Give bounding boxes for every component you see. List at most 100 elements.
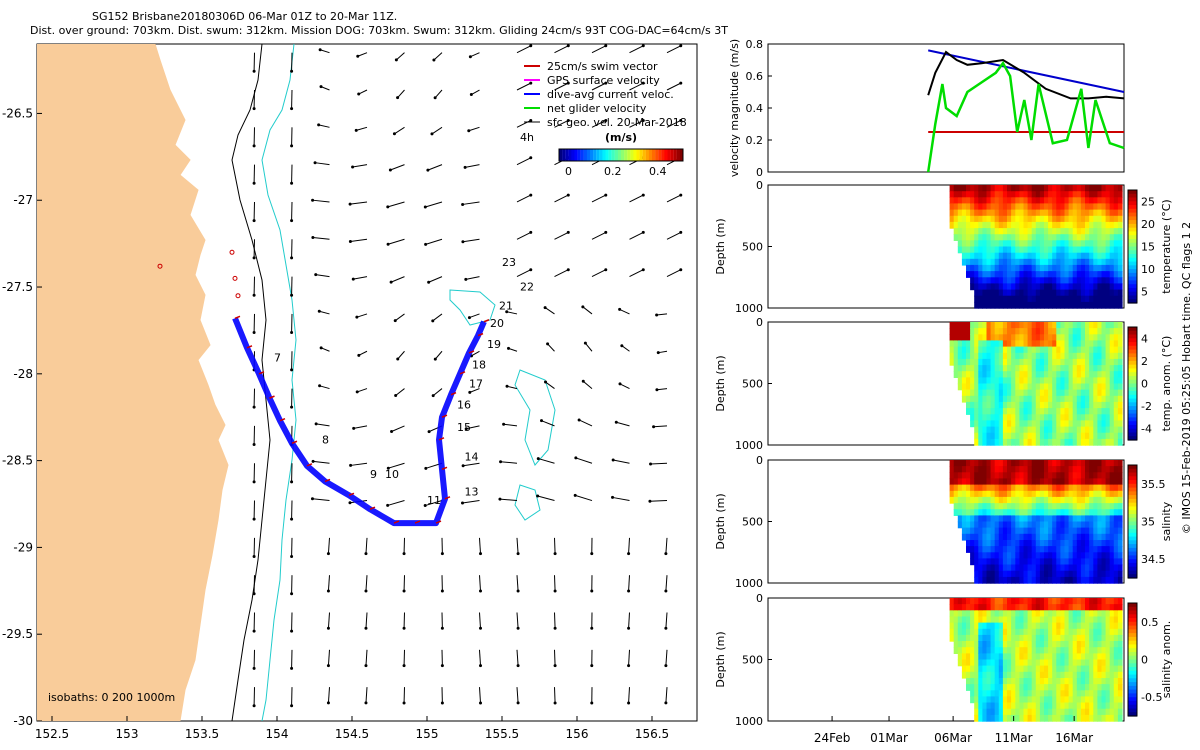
section-cell [1048,432,1053,440]
section-cell [1113,371,1119,378]
section-cell [998,371,1004,378]
section-cell [1035,191,1041,198]
velocity-arrowhead [390,429,394,433]
section-cell [1027,228,1033,235]
section-cell [1113,352,1119,360]
section-cell [1097,438,1103,446]
section-cell [994,438,1000,446]
section-cell [970,598,975,605]
section-cell [1031,252,1037,260]
section-cell [1089,383,1094,391]
section-cell [1060,401,1066,409]
section-cell [1048,358,1053,366]
section-cell [1109,490,1115,498]
section-cell [1027,546,1033,553]
section-cell [1044,702,1049,710]
velocity-arrow [350,462,368,466]
section-cell [974,426,979,434]
section-cell [1048,395,1053,403]
section-cell [1064,383,1070,391]
section-cell [1089,634,1094,642]
section-cell [1035,540,1041,547]
section-cell [1068,460,1074,467]
section-cell [1080,690,1086,698]
section-cell [1105,334,1111,342]
section-cell [978,277,983,285]
section-cell [1109,432,1115,440]
velocity-arrow [554,649,556,666]
section-cell [1089,714,1094,722]
section-cell [1023,432,1029,440]
section-cell [970,690,975,698]
section-cell [974,521,979,529]
section-cell [1117,484,1123,492]
section-cell [998,271,1004,278]
velocity-arrow [462,238,480,243]
section-cell [1093,466,1098,473]
section-cell [978,289,983,297]
section-cell [1072,414,1078,422]
section-colorbar-tick: 10 [1141,263,1155,276]
section-cell [1031,653,1037,661]
section-cell [1101,604,1107,611]
map-y-tick-label: -30 [13,714,33,728]
section-cell [1044,426,1049,434]
section-cell [1035,521,1041,529]
section-cell [1113,215,1119,223]
section-cell [1109,420,1115,428]
section-cell [1089,604,1094,611]
section-cell [1093,628,1098,636]
velocity-arrowhead [543,306,547,310]
section-cell [1044,540,1049,547]
section-cell [1064,671,1070,679]
section-cell [1019,215,1025,223]
velocity-arrowhead [590,626,594,630]
section-cell [1007,426,1012,434]
section-cell [966,358,971,366]
section-cell [1031,460,1037,467]
section-cell [1056,558,1061,566]
section-cell [1007,322,1012,329]
section-cell [994,426,1000,434]
section-cell [1035,371,1041,378]
section-cell [1039,197,1045,205]
section-cell [1105,598,1111,605]
section-cell [1015,191,1020,198]
velocity-arrowhead [664,626,668,630]
section-cell [1113,389,1119,397]
section-cell [974,665,979,673]
section-cell [1064,426,1070,434]
section-cell [994,484,1000,492]
section-cell [1015,521,1020,529]
section-cell [1105,185,1111,192]
section-cell [957,328,963,335]
section-cell [1023,246,1029,254]
velocity-arrow [479,649,482,666]
velocity-arrow [613,459,630,464]
section-cell [1089,340,1094,348]
section-cell [1060,358,1066,366]
section-cell [970,365,975,372]
section-cell [1109,383,1115,391]
section-cell [982,271,988,278]
section-cell [1089,533,1094,541]
section-cell [1117,659,1123,667]
section-cell [1080,215,1086,223]
section-cell [1044,564,1049,572]
velocity-series-1 [927,49,1125,93]
section-cell [1035,438,1041,446]
section-cell [1048,653,1053,661]
section-cell [1072,264,1078,272]
section-cell [1015,334,1020,342]
section-cell [1085,215,1090,223]
map-colorbar-cell [602,149,606,161]
section-cell [961,258,967,266]
section-cell [1031,352,1037,360]
section-cell [1064,191,1070,198]
section-cell [982,665,988,673]
section-cell [1052,228,1057,235]
section-cell [990,684,996,691]
section-cell [1035,478,1041,486]
section-cell [1080,334,1086,342]
section-cell [1093,358,1098,366]
